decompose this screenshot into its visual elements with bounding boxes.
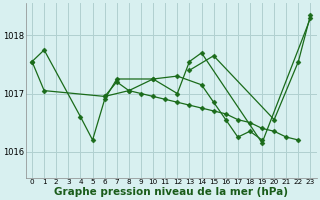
X-axis label: Graphe pression niveau de la mer (hPa): Graphe pression niveau de la mer (hPa) <box>54 187 288 197</box>
